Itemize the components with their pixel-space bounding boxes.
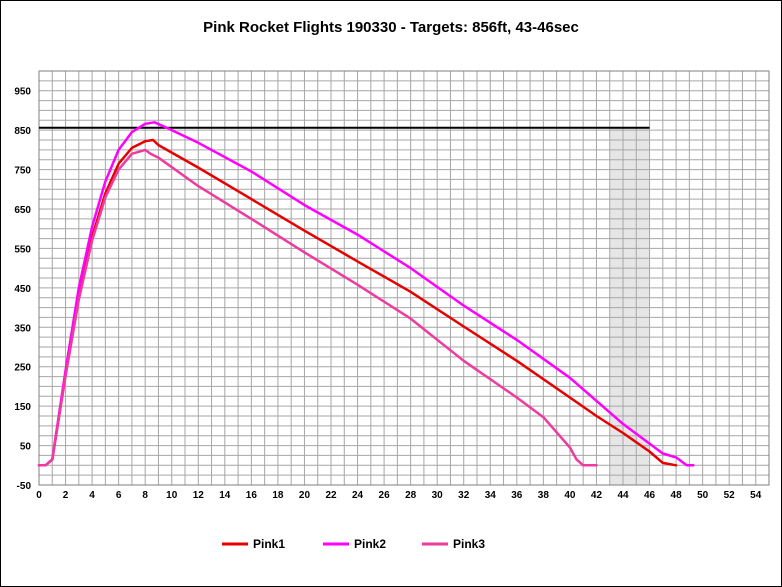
x-tick-label: 50 — [697, 490, 709, 501]
y-tick-label: 850 — [14, 126, 31, 137]
y-tick-labels: -50 50 150 250 350 450 550 650 750 850 950 — [14, 87, 31, 492]
x-tick-label: 18 — [272, 490, 284, 501]
series-line-pink3 — [37, 148, 598, 467]
x-tick-label: 6 — [116, 490, 122, 501]
x-tick-label: 20 — [299, 490, 311, 501]
x-tick-label: 12 — [193, 490, 205, 501]
chart-title: Pink Rocket Flights 190330 - Targets: 85… — [203, 19, 579, 36]
x-tick-label: 24 — [352, 490, 364, 501]
target-window-layer — [609, 127, 650, 485]
x-tick-label: 48 — [671, 490, 683, 501]
x-tick-label: 38 — [538, 490, 550, 501]
y-tick-label: 750 — [14, 166, 31, 177]
legend: Pink1 Pink2 Pink3 — [222, 537, 485, 551]
y-tick-label: -50 — [17, 481, 32, 492]
x-tick-label: 40 — [564, 490, 576, 501]
y-tick-label: 50 — [20, 442, 32, 453]
legend-label-pink3: Pink3 — [453, 537, 485, 551]
x-tick-label: 42 — [591, 490, 603, 501]
series-layer — [37, 121, 695, 467]
x-tick-label: 30 — [432, 490, 444, 501]
target-window-band — [609, 127, 650, 485]
y-tick-label: 950 — [14, 87, 31, 98]
legend-label-pink1: Pink1 — [253, 537, 285, 551]
series-line-pink2 — [37, 121, 695, 467]
plot-border — [38, 70, 770, 486]
y-tick-label: 250 — [14, 363, 31, 374]
x-tick-label: 54 — [750, 490, 762, 501]
y-tick-label: 650 — [14, 205, 31, 216]
legend-label-pink2: Pink2 — [354, 537, 386, 551]
y-tick-label: 350 — [14, 323, 31, 334]
x-tick-labels: 0 2 4 6 8 10 12 14 16 18 20 22 24 26 28 30 32 34 36 38 40 42 4… — [36, 490, 762, 501]
x-tick-label: 10 — [166, 490, 178, 501]
x-tick-label: 2 — [63, 490, 69, 501]
x-tick-label: 22 — [325, 490, 337, 501]
y-tick-label: 550 — [14, 244, 31, 255]
x-tick-label: 28 — [405, 490, 417, 501]
x-tick-label: 14 — [219, 490, 231, 501]
x-tick-label: 44 — [617, 490, 629, 501]
x-tick-label: 34 — [485, 490, 497, 501]
y-tick-label: 150 — [14, 402, 31, 413]
x-tick-label: 52 — [724, 490, 736, 501]
x-tick-label: 16 — [246, 490, 258, 501]
x-tick-label: 8 — [142, 490, 148, 501]
x-tick-label: 32 — [458, 490, 470, 501]
x-tick-label: 4 — [89, 490, 95, 501]
grid-layer — [39, 71, 769, 485]
x-tick-label: 46 — [644, 490, 656, 501]
x-tick-label: 36 — [511, 490, 523, 501]
x-tick-label: 26 — [379, 490, 391, 501]
x-tick-label: 0 — [36, 490, 42, 501]
y-tick-label: 450 — [14, 284, 31, 295]
